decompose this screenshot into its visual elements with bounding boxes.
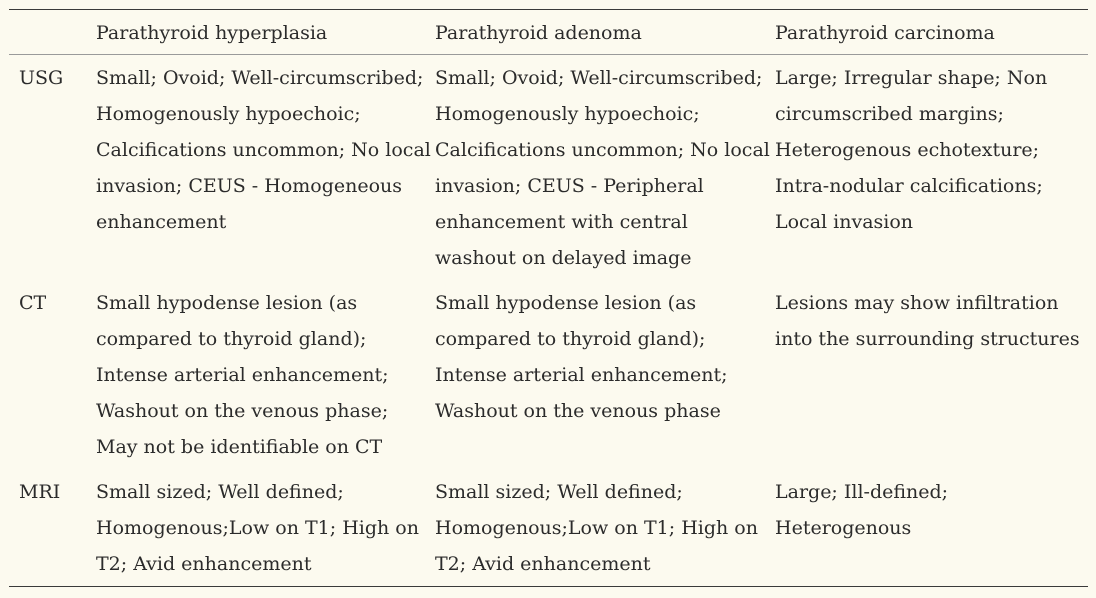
cell-text: Small hypodense lesion (as compared to t… (435, 292, 728, 422)
cell-mri-carcinoma: Large; Ill-defined; Heterogenous (775, 469, 1088, 587)
header-hyperplasia: Parathyroid hyperplasia (96, 22, 328, 44)
header-carcinoma: Parathyroid carcinoma (775, 22, 995, 44)
table-row-usg: USG Small; Ovoid; Well-circumscribed; Ho… (9, 55, 1088, 281)
cell-text: Small sized; Well defined; Homogenous;Lo… (96, 481, 419, 575)
header-modality (9, 10, 96, 55)
cell-text: Small; Ovoid; Well-circumscribed; Homoge… (96, 67, 431, 233)
cell-mri-hyperplasia: Small sized; Well defined; Homogenous;Lo… (96, 469, 435, 587)
cell-ct-adenoma: Small hypodense lesion (as compared to t… (435, 280, 775, 469)
table-body: USG Small; Ovoid; Well-circumscribed; Ho… (9, 55, 1088, 587)
comparison-table-container: Parathyroid hyperplasia Parathyroid aden… (9, 9, 1088, 587)
cell-text: Small hypodense lesion (as compared to t… (96, 292, 389, 458)
parathyroid-imaging-comparison-table: Parathyroid hyperplasia Parathyroid aden… (9, 9, 1088, 587)
row-label-ct: CT (19, 292, 47, 314)
table-header: Parathyroid hyperplasia Parathyroid aden… (9, 9, 1088, 55)
header-adenoma: Parathyroid adenoma (435, 22, 642, 44)
cell-usg-hyperplasia: Small; Ovoid; Well-circumscribed; Homoge… (96, 55, 435, 281)
cell-text: Small; Ovoid; Well-circumscribed; Homoge… (435, 67, 770, 269)
cell-ct-hyperplasia: Small hypodense lesion (as compared to t… (96, 280, 435, 469)
cell-text: Small sized; Well defined; Homogenous;Lo… (435, 481, 758, 575)
table-row-ct: CT Small hypodense lesion (as compared t… (9, 280, 1088, 469)
row-label-usg: USG (19, 67, 64, 89)
cell-ct-carcinoma: Lesions may show infiltration into the s… (775, 280, 1088, 469)
cell-text: Large; Ill-defined; Heterogenous (775, 481, 949, 539)
cell-text: Large; Irregular shape; Non circumscribe… (775, 67, 1048, 233)
cell-usg-carcinoma: Large; Irregular shape; Non circumscribe… (775, 55, 1088, 281)
table-row-mri: MRI Small sized; Well defined; Homogenou… (9, 469, 1088, 587)
cell-text: Lesions may show infiltration into the s… (775, 292, 1080, 350)
header-row: Parathyroid hyperplasia Parathyroid aden… (9, 9, 1088, 55)
row-label-mri: MRI (19, 481, 61, 503)
cell-usg-adenoma: Small; Ovoid; Well-circumscribed; Homoge… (435, 55, 775, 281)
cell-mri-adenoma: Small sized; Well defined; Homogenous;Lo… (435, 469, 775, 587)
